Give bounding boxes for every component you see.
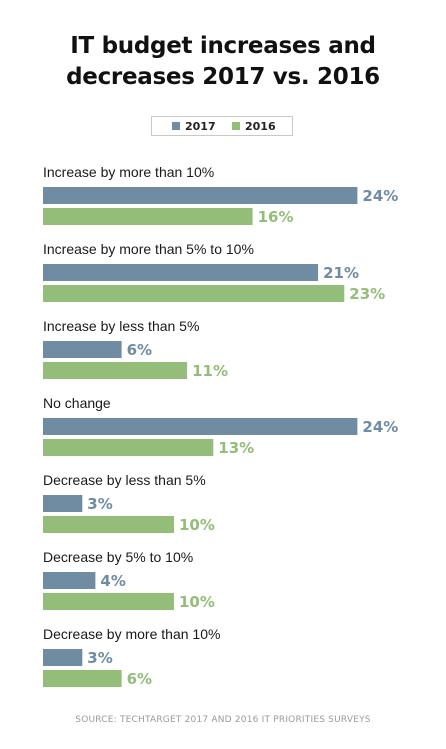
data-label-2016-decrease-by-less-than-5pct: 10% — [179, 516, 215, 534]
category-label-increase-by-less-than-5pct: Increase by less than 5% — [43, 318, 199, 334]
bar-2017-increase-by-more-than-10pct — [43, 187, 358, 204]
legend-label-2017: 2017 — [185, 119, 216, 133]
data-label-2016-increase-by-less-than-5pct: 11% — [192, 362, 228, 380]
data-label-2016-increase-by-more-than-5pct-to-10pct: 23% — [349, 285, 385, 303]
legend-swatch-2017 — [172, 122, 180, 130]
chart-title-line-2: decreases 2017 vs. 2016 — [66, 64, 380, 90]
category-label-increase-by-more-than-5pct-to-10pct: Increase by more than 5% to 10% — [43, 241, 254, 257]
category-label-increase-by-more-than-10pct: Increase by more than 10% — [43, 164, 214, 180]
bar-2017-decrease-by-more-than-10pct — [43, 649, 83, 666]
data-label-2017-decrease-by-more-than-10pct: 3% — [87, 649, 112, 667]
bar-2016-increase-by-less-than-5pct — [43, 362, 188, 379]
bar-2016-no-change — [43, 439, 214, 456]
bar-2016-decrease-by-more-than-10pct — [43, 670, 122, 687]
data-label-2017-no-change: 24% — [362, 418, 398, 436]
legend-item-2016: 2016 — [232, 117, 276, 135]
data-label-2016-decrease-by-more-than-10pct: 6% — [127, 670, 152, 688]
bar-2016-decrease-by-5pct-to-10pct — [43, 593, 174, 610]
legend-label-2016: 2016 — [245, 119, 276, 133]
bar-2016-increase-by-more-than-5pct-to-10pct — [43, 285, 345, 302]
data-label-2017-increase-by-more-than-5pct-to-10pct: 21% — [323, 264, 359, 282]
legend-item-2017: 2017 — [172, 117, 216, 135]
bar-2016-increase-by-more-than-10pct — [43, 208, 253, 225]
bar-2016-decrease-by-less-than-5pct — [43, 516, 174, 533]
data-label-2017-decrease-by-less-than-5pct: 3% — [87, 495, 112, 513]
chart-title-line-1: IT budget increases and — [70, 33, 376, 59]
bar-2017-decrease-by-less-than-5pct — [43, 495, 83, 512]
data-label-2016-no-change: 13% — [218, 439, 254, 457]
legend-swatch-2016 — [232, 122, 240, 130]
data-label-2016-increase-by-more-than-10pct: 16% — [258, 208, 294, 226]
data-label-2016-decrease-by-5pct-to-10pct: 10% — [179, 593, 215, 611]
data-label-2017-decrease-by-5pct-to-10pct: 4% — [100, 572, 125, 590]
bar-2017-decrease-by-5pct-to-10pct — [43, 572, 96, 589]
legend: 2017 2016 — [151, 116, 293, 136]
bar-2017-increase-by-more-than-5pct-to-10pct — [43, 264, 319, 281]
data-label-2017-increase-by-less-than-5pct: 6% — [127, 341, 152, 359]
category-label-decrease-by-less-than-5pct: Decrease by less than 5% — [43, 472, 206, 488]
bar-2017-no-change — [43, 418, 358, 435]
category-label-decrease-by-5pct-to-10pct: Decrease by 5% to 10% — [43, 549, 193, 565]
category-label-decrease-by-more-than-10pct: Decrease by more than 10% — [43, 626, 220, 642]
bar-2017-increase-by-less-than-5pct — [43, 341, 122, 358]
category-label-no-change: No change — [43, 395, 111, 411]
data-label-2017-increase-by-more-than-10pct: 24% — [362, 187, 398, 205]
source-note: SOURCE: TECHTARGET 2017 AND 2016 IT PRIO… — [75, 715, 371, 725]
